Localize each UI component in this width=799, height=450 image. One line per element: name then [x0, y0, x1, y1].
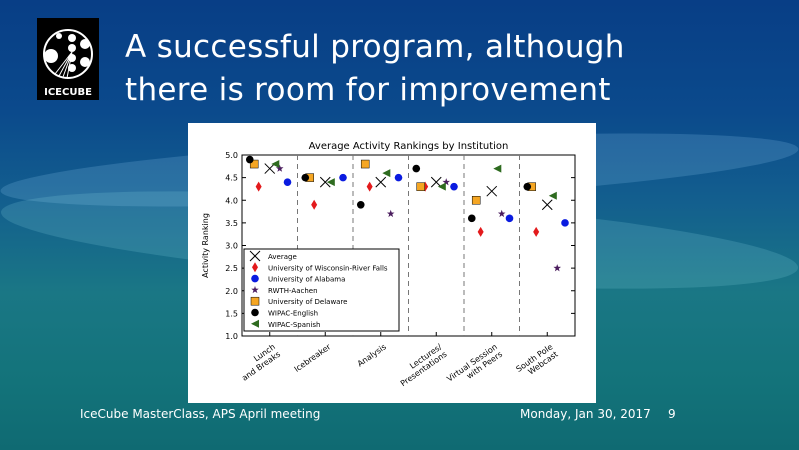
data-point-average: [486, 185, 498, 197]
y-tick-label: 4.5: [225, 174, 238, 183]
data-point-university-of-alabama: [450, 182, 458, 191]
x-tick-label: Analysis: [356, 342, 388, 368]
x-tick-label-line: Icebreaker: [293, 342, 333, 374]
x-stroke: [375, 176, 387, 188]
slide-title: A successful program, although there is …: [125, 26, 625, 112]
x-stroke: [541, 199, 553, 211]
x-stroke: [486, 185, 498, 197]
chart: Average Activity Rankings by Institution…: [188, 123, 596, 403]
legend-marker: [251, 308, 259, 317]
data-point-university-of-delaware: [360, 159, 370, 169]
legend-label: University of Alabama: [268, 276, 345, 284]
data-point-average: [430, 176, 442, 188]
x-tick-label-line: Analysis: [356, 342, 388, 368]
x-stroke: [264, 163, 276, 174]
data-point-rwth-aachen: [442, 178, 450, 186]
data-point-wipac-english: [467, 214, 476, 223]
data-point-rwth-aachen: [275, 164, 284, 172]
data-point-wipac-spanish: [437, 182, 446, 191]
legend-label: Average: [268, 253, 297, 261]
y-tick-label: 2.5: [225, 264, 238, 273]
data-point-university-of-wisconsin-river-falls: [533, 226, 540, 237]
data-point-university-of-delaware: [471, 196, 481, 205]
legend-label: WIPAC-Spanish: [268, 321, 320, 329]
y-tick-label: 3.5: [225, 219, 238, 228]
y-tick-label: 5.0: [225, 151, 238, 160]
y-axis-label: Activity Ranking: [201, 213, 210, 278]
data-point-average: [319, 176, 331, 188]
x-tick-label: Lectures/Presentations: [399, 342, 449, 388]
data-point-wipac-english: [356, 200, 365, 209]
legend-label: University of Delaware: [268, 298, 348, 306]
data-point-wipac-spanish: [326, 178, 335, 187]
y-tick-label: 2.0: [225, 287, 238, 296]
data-point-rwth-aachen: [497, 209, 506, 218]
chart-svg: Average Activity Rankings by Institution…: [201, 141, 576, 388]
data-point-wipac-spanish: [493, 164, 502, 173]
data-point-university-of-wisconsin-river-falls: [366, 181, 373, 192]
legend-marker: [250, 296, 260, 306]
x-tick-label: Icebreaker: [293, 342, 333, 374]
data-point-wipac-english: [523, 182, 532, 191]
y-tick-label: 4.0: [225, 196, 238, 205]
legend-marker: [252, 262, 258, 273]
data-point-wipac-spanish: [548, 191, 557, 200]
data-point-university-of-delaware: [416, 182, 425, 191]
data-point-university-of-alabama: [394, 173, 403, 182]
legend: Average University of Wisconsin-River Fal…: [243, 248, 400, 332]
x-stroke: [319, 176, 331, 188]
legend-label: University of Wisconsin-River Falls: [268, 264, 388, 272]
data-point-university-of-delaware: [249, 159, 259, 169]
data-point-average: [375, 176, 387, 188]
data-point-wipac-english: [412, 164, 421, 173]
data-point-university-of-wisconsin-river-falls: [255, 181, 262, 192]
y-tick-label: 1.5: [225, 309, 238, 318]
x-stroke: [430, 176, 442, 188]
legend-label: WIPAC-English: [268, 310, 318, 318]
x-stroke: [249, 250, 261, 262]
data-point-wipac-english: [301, 173, 310, 182]
legend-label: RWTH-Aachen: [268, 287, 318, 295]
legend-marker: [249, 250, 261, 262]
legend-marker: [251, 285, 259, 294]
legend-box: [243, 248, 400, 332]
data-point-university-of-wisconsin-river-falls: [311, 199, 318, 210]
data-point-university-of-alabama: [505, 214, 514, 223]
y-tick-label: 1.0: [225, 332, 238, 341]
data-point-university-of-alabama: [283, 178, 292, 186]
legend-marker: [251, 274, 259, 283]
page-number: 9: [668, 407, 676, 421]
data-point-rwth-aachen: [386, 209, 395, 218]
data-point-wipac-spanish: [382, 169, 391, 178]
data-point-university-of-alabama: [339, 173, 347, 182]
data-point-average: [541, 199, 553, 211]
data-point-average: [264, 163, 276, 174]
data-point-wipac-spanish: [271, 160, 280, 169]
chart-title: Average Activity Rankings by Institution: [309, 141, 509, 152]
title-line-1: A successful program, although: [125, 29, 625, 65]
logo-text: ICECUBE: [44, 87, 92, 98]
footer-presentation-name: IceCube MasterClass, APS April meeting: [80, 407, 321, 421]
data-point-rwth-aachen: [553, 264, 561, 272]
data-point-university-of-wisconsin-river-falls: [477, 226, 484, 237]
footer-date: Monday, Jan 30, 2017: [520, 407, 651, 421]
y-tick-label: 3.0: [225, 242, 238, 251]
icecube-logo: ICECUBE: [37, 18, 99, 100]
legend-marker: [251, 319, 259, 328]
data-point-wipac-english: [245, 155, 254, 164]
title-line-2: there is room for improvement: [125, 72, 611, 108]
data-point-university-of-alabama: [561, 219, 569, 227]
